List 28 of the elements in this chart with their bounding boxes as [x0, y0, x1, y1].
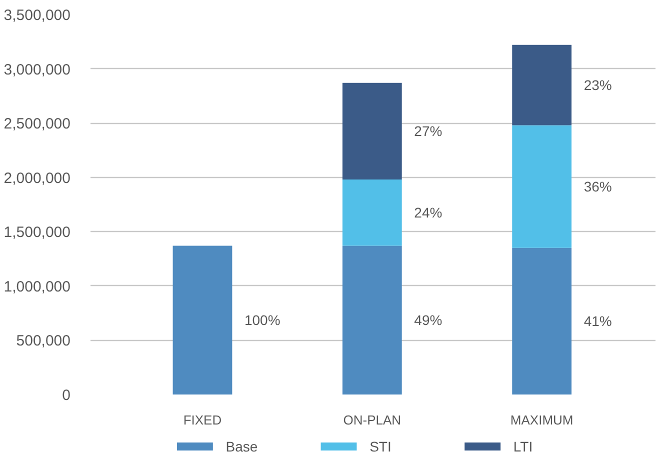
y-tick-label: 1,500,000	[4, 224, 71, 242]
legend-label: LTI	[513, 438, 533, 454]
legend-label: STI	[370, 438, 392, 454]
bar	[342, 180, 402, 246]
annotation: 27%	[414, 123, 442, 140]
x-tick-label: MAXIMUM	[510, 412, 574, 428]
x-tick-label: FIXED	[183, 412, 222, 428]
annotation: 23%	[584, 77, 612, 94]
y-tick-label: 3,500,000	[4, 7, 71, 24]
y-tick-label: 0	[62, 387, 70, 404]
annotation: 24%	[414, 204, 442, 221]
annotation: 49%	[414, 312, 442, 328]
bar	[512, 125, 572, 248]
bar	[342, 82, 402, 180]
annotation: 36%	[584, 178, 612, 195]
annotation: 100%	[244, 312, 280, 328]
y-tick-label: 500,000	[16, 332, 71, 350]
y-tick-label: 3,000,000	[4, 61, 71, 78]
bar	[512, 44, 572, 126]
y-tick-label: 1,000,000	[4, 278, 71, 296]
y-tick-label: 2,500,000	[4, 116, 71, 133]
y-tick-label: 2,000,000	[4, 170, 71, 187]
bar	[342, 246, 402, 394]
x-tick-label: ON-PLAN	[343, 412, 402, 428]
legend-label: Base	[226, 438, 258, 454]
annotation: 41%	[584, 313, 612, 330]
bar	[512, 248, 572, 394]
bar	[172, 246, 232, 394]
